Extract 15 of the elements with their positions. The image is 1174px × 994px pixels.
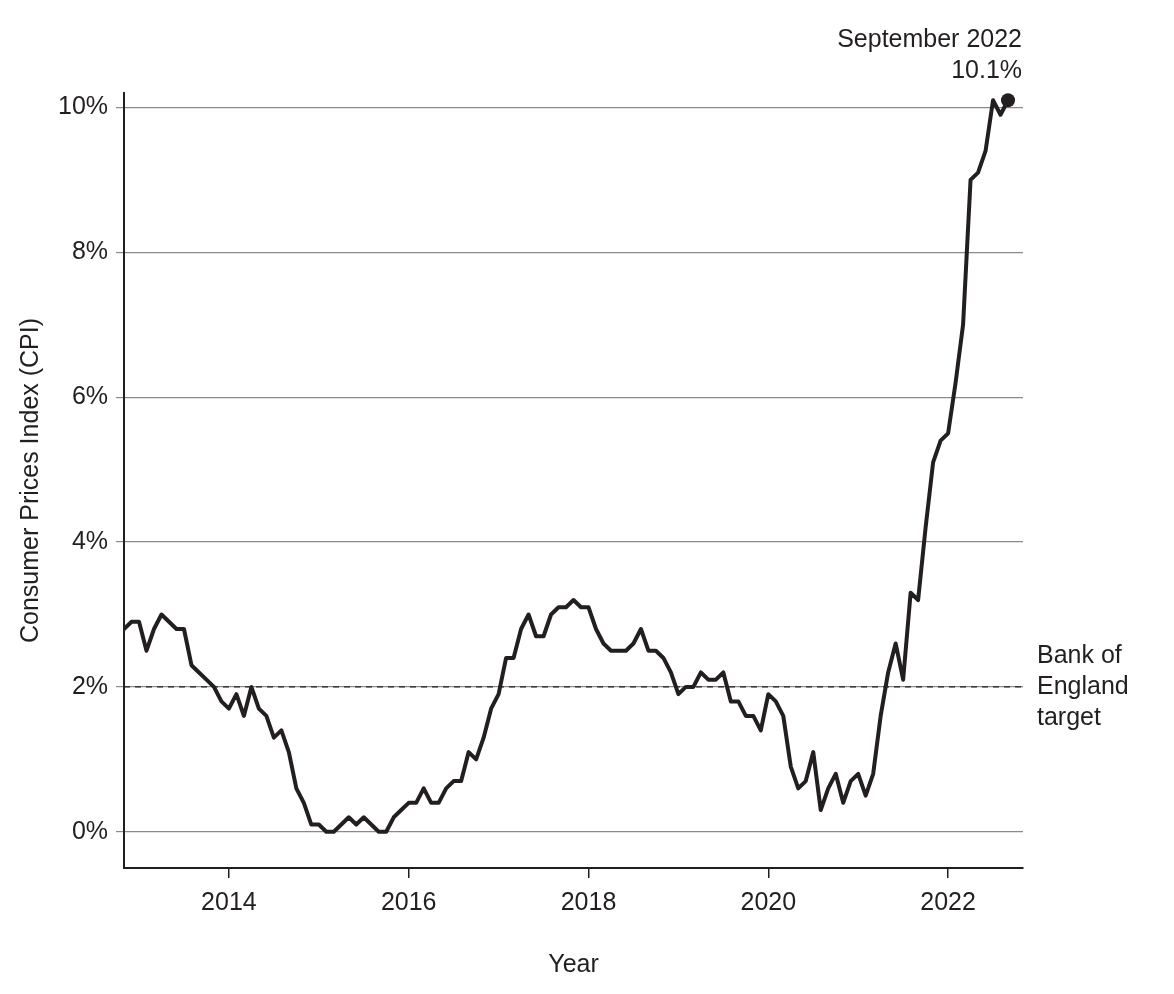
y-tick-label: 10% <box>57 91 109 120</box>
annotation: September 2022 10.1% <box>837 24 1023 84</box>
y-tick-label: 0% <box>71 815 109 844</box>
x-axis-title: Year <box>548 948 599 977</box>
ref-line-label: Bank of England target <box>1037 639 1129 730</box>
y-tick-label: 2% <box>71 670 109 699</box>
y-tick-label: 6% <box>71 381 109 410</box>
y-tick-label: 8% <box>71 236 109 265</box>
x-tick-label: 2018 <box>560 886 617 915</box>
y-axis-title: Consumer Prices Index (CPI) <box>14 317 43 644</box>
x-tick-label: 2016 <box>380 886 437 915</box>
x-tick-label: 2020 <box>740 886 797 915</box>
x-tick-label: 2022 <box>920 886 976 915</box>
y-tick-label: 4% <box>71 525 109 554</box>
x-tick-label: 2014 <box>201 886 257 915</box>
